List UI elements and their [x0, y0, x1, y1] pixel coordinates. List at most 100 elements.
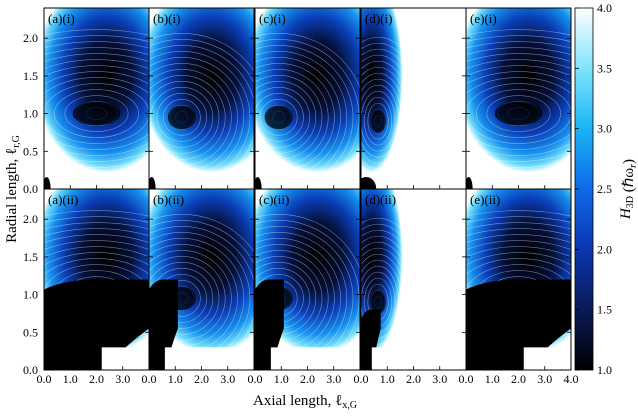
- contour-line: [361, 84, 399, 158]
- panel-bii: (b)(ii): [148, 188, 255, 371]
- x-axis-title: Axial length, ℓx,G: [253, 393, 357, 411]
- contour-line: [150, 87, 214, 148]
- contour-line: [466, 71, 571, 156]
- contour-line: [149, 51, 251, 184]
- contour-line: [149, 57, 245, 178]
- contour-line: [44, 77, 149, 150]
- contour-line: [255, 57, 341, 178]
- colorbar-tick-label: 3.5: [597, 61, 612, 75]
- axis-titles: Axial length, ℓx,G Radial length, ℓr,G: [4, 135, 357, 411]
- colorbar-tick-label: 3.0: [597, 122, 612, 136]
- x-tick-label: 2.0: [194, 372, 209, 386]
- y-tick-label: 2.0: [23, 212, 38, 226]
- contour-line: [364, 96, 393, 146]
- contour-line: [361, 217, 427, 370]
- contour-line: [44, 53, 149, 174]
- contour-line: [255, 87, 310, 148]
- contour-line: [149, 262, 220, 335]
- contour-line: [361, 54, 416, 188]
- contour-line: [367, 102, 389, 140]
- contour-line: [466, 65, 571, 162]
- energy-field: [466, 8, 571, 173]
- contour-line: [361, 60, 413, 182]
- panel-plot-area: [255, 8, 360, 189]
- panel-plot-area: [361, 189, 466, 370]
- contour-line: [156, 93, 207, 142]
- y-tick-label: 1.5: [23, 250, 38, 264]
- energy-minimum: [370, 290, 386, 315]
- contour-line: [149, 45, 254, 189]
- x-tick-label: 0.0: [37, 372, 52, 386]
- x-tick-label: 3.0: [326, 372, 341, 386]
- contour-line: [361, 66, 410, 176]
- origin-cap: [466, 177, 473, 189]
- x-tick-label: 3.0: [537, 372, 552, 386]
- colorbar-title: H3D (ℏωr): [618, 159, 638, 220]
- y-tick-label: 0.5: [23, 325, 38, 339]
- panel-plot-area: [44, 8, 149, 189]
- y-axis-title-sub: r,G: [11, 135, 22, 148]
- contour-line: [44, 71, 149, 156]
- panel-bi: (b)(i): [148, 7, 255, 190]
- contour-line: [162, 99, 201, 136]
- contour-line: [466, 77, 571, 150]
- colorbar-tick-label: 2.5: [597, 182, 612, 196]
- contour-line: [255, 93, 304, 142]
- origin-cap: [44, 177, 51, 189]
- colorbar: 1.0 1.5 2.0 2.5 3.0 3.5 4.0 H3D (ℏωr): [574, 1, 638, 377]
- x-tick-label: 2.0: [89, 372, 104, 386]
- forbidden-region: [361, 309, 381, 370]
- y-tick-label: 1.0: [23, 107, 38, 121]
- panel-cii: (c)(ii): [254, 188, 361, 371]
- y-tick-label: 1.0: [23, 288, 38, 302]
- x-tick-label: 0.0: [354, 372, 369, 386]
- contour-line: [259, 99, 298, 136]
- contour-line: [361, 36, 427, 189]
- contour-line: [149, 39, 254, 189]
- contour-line: [149, 69, 232, 166]
- panel-plot-area: [361, 8, 466, 189]
- y-tick-label: 0.5: [23, 144, 38, 158]
- contour-line: [255, 81, 317, 154]
- x-tick-label: 1.0: [274, 372, 289, 386]
- x-tick-label: 4.0: [564, 372, 579, 386]
- contour-line: [44, 29, 149, 36]
- panel-plot-area: [44, 189, 149, 370]
- contour-line: [44, 83, 149, 144]
- contour-line: [44, 59, 149, 168]
- contour-line: [149, 33, 254, 189]
- contour-line: [149, 81, 220, 154]
- contour-line: [466, 83, 571, 144]
- contour-line: [255, 226, 354, 370]
- contour-line: [361, 48, 420, 189]
- x-tick-label: 1.0: [380, 372, 395, 386]
- energy-field: [149, 8, 254, 173]
- energy-minimum: [494, 101, 543, 126]
- contour-line: [255, 63, 335, 172]
- colorbar-tick-label: 4.0: [597, 1, 612, 15]
- panel-plot-area: [149, 189, 254, 370]
- contour-line: [466, 29, 571, 36]
- origin-cap: [149, 177, 156, 189]
- panel-plot-area: [255, 189, 360, 370]
- panel-dii: (d)(ii): [360, 188, 467, 371]
- contour-line: [149, 214, 254, 370]
- x-tick-label: 2.0: [300, 372, 315, 386]
- colorbar-tick-label: 1.0: [597, 363, 612, 377]
- y-axis-title: Radial length, ℓr,G: [4, 135, 22, 243]
- x-axis-title-sub: x,G: [342, 400, 357, 411]
- contour-line: [44, 65, 149, 162]
- panel-label: (d)(ii): [365, 192, 396, 207]
- energy-minimum: [167, 105, 196, 130]
- contour-line: [466, 210, 571, 217]
- contour-line: [466, 53, 571, 174]
- contour-line: [149, 75, 226, 160]
- panel-label: (c)(i): [259, 11, 286, 26]
- x-tick-label: 0.0: [142, 372, 157, 386]
- contour-line: [255, 39, 360, 189]
- panel-label: (a)(ii): [48, 192, 78, 207]
- contour-line: [361, 229, 420, 370]
- low-radial-strip: [371, 347, 466, 370]
- panel-label: (e)(i): [470, 11, 497, 26]
